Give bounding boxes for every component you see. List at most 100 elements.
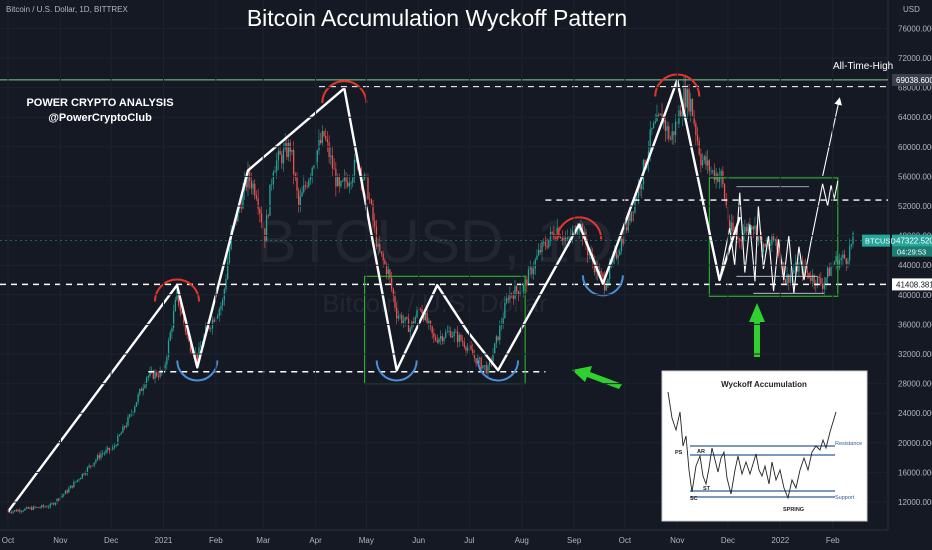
candle-body — [416, 309, 418, 318]
candle-body — [691, 98, 694, 116]
candle-body — [181, 310, 183, 315]
accumulation-oscillation[interactable] — [718, 180, 839, 294]
pattern-zigzag-line[interactable] — [7, 78, 741, 513]
candle-body — [249, 168, 251, 181]
symbol-info[interactable]: Bitcoin / U.S. Dollar, 1D, BITTREX — [6, 5, 128, 14]
candle-body — [669, 138, 672, 140]
candle-body — [350, 182, 352, 184]
candle-body — [688, 89, 690, 112]
candle-body — [80, 477, 82, 480]
candle-body — [450, 331, 452, 338]
y-tick-label: 36000.000 — [898, 320, 932, 329]
y-tick-label: 72000.000 — [898, 54, 932, 63]
candle-body — [172, 311, 175, 329]
candle-body — [615, 251, 618, 259]
candle-body — [700, 154, 702, 166]
candle-body — [52, 503, 55, 505]
green-arrow-up[interactable] — [749, 303, 765, 357]
bottom-arc[interactable] — [581, 275, 624, 297]
candle-body — [269, 184, 271, 216]
candle-body — [632, 211, 634, 213]
candle-body — [9, 511, 11, 513]
candle-body — [159, 370, 161, 377]
candle-body — [774, 239, 776, 241]
candle-body — [443, 337, 445, 342]
candle-body — [240, 206, 242, 209]
candle-body — [527, 269, 530, 286]
candle-body — [218, 309, 220, 316]
candle-body — [380, 251, 383, 255]
candle-body — [852, 232, 854, 244]
candle-body — [538, 249, 540, 256]
candle-body — [41, 505, 43, 508]
candle-body — [799, 261, 802, 263]
projection-arrow[interactable] — [822, 97, 842, 177]
candle-body — [470, 345, 472, 350]
candle-body — [385, 264, 388, 275]
bottom-arc[interactable] — [477, 360, 520, 382]
candle-body — [117, 435, 119, 446]
candle-body — [786, 274, 788, 284]
candle-body — [210, 328, 212, 330]
candle-body — [237, 208, 239, 222]
candle-body — [103, 452, 105, 454]
countdown-bg — [892, 246, 932, 257]
candle-body — [713, 170, 716, 180]
candle-body — [686, 89, 689, 108]
candle-body — [108, 447, 111, 451]
candle-body — [821, 284, 824, 289]
candle-body — [328, 142, 330, 158]
x-tick-label: Mar — [256, 536, 270, 545]
candle-body — [336, 176, 339, 187]
y-tick-label: 56000.000 — [898, 172, 932, 181]
candle-body — [49, 503, 51, 507]
candle-body — [196, 352, 198, 362]
top-arc[interactable] — [154, 278, 200, 302]
price-label-bg — [892, 278, 932, 291]
candle-body — [507, 298, 509, 300]
bottom-arc[interactable] — [375, 360, 418, 382]
candle-body — [544, 241, 547, 246]
candle-body — [147, 375, 149, 378]
candle-body — [254, 183, 256, 196]
candle-body — [129, 414, 131, 417]
candle-body — [723, 184, 726, 199]
candle-body — [353, 159, 356, 178]
candle-body — [732, 222, 734, 232]
candle-body — [512, 294, 514, 299]
candle-body — [737, 238, 739, 239]
candle-body — [455, 331, 457, 333]
candle-body — [412, 321, 415, 324]
candle-body — [820, 278, 822, 285]
candle-body — [578, 227, 580, 232]
candle-body — [86, 467, 89, 474]
candle-body — [607, 279, 609, 286]
candle-body — [164, 364, 166, 368]
candle-body — [228, 248, 231, 263]
candle-body — [406, 317, 408, 319]
candle-body — [551, 231, 553, 234]
candle-body — [752, 226, 754, 230]
top-arc[interactable] — [321, 80, 368, 104]
candle-body — [32, 506, 34, 510]
candle-body — [658, 114, 660, 116]
candle-body — [605, 285, 607, 291]
candle-body — [789, 274, 792, 283]
candle-body — [627, 213, 629, 231]
candle-body — [191, 351, 193, 355]
candle-body — [431, 326, 433, 334]
candle-body — [850, 243, 852, 246]
candle-body — [68, 488, 70, 493]
candle-body — [461, 340, 464, 343]
candle-body — [255, 195, 258, 199]
candle-body — [56, 498, 58, 503]
candle-body — [712, 170, 714, 172]
x-tick-label: Jul — [464, 536, 474, 545]
candle-body — [296, 177, 298, 191]
top-arc[interactable] — [556, 216, 603, 240]
candle-body — [453, 331, 455, 336]
currency-label[interactable]: USD — [903, 5, 920, 14]
candle-body — [127, 416, 129, 426]
